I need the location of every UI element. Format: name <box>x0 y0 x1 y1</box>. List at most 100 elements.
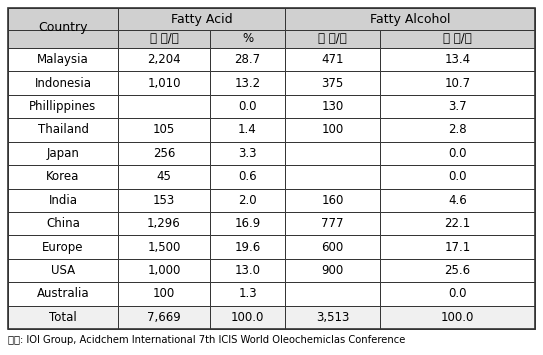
Bar <box>8 71 118 95</box>
Text: %: % <box>242 33 253 45</box>
Text: 0.0: 0.0 <box>449 170 467 183</box>
Text: 0.0: 0.0 <box>449 288 467 300</box>
Text: Total: Total <box>49 311 77 324</box>
Text: 자료: IOI Group, Acidchem International 7th ICIS World Oleochemiclas Conference: 자료: IOI Group, Acidchem International 7t… <box>8 335 406 345</box>
Text: 0.0: 0.0 <box>449 147 467 160</box>
Bar <box>8 8 118 48</box>
Text: Korea: Korea <box>46 170 80 183</box>
Bar <box>210 95 285 118</box>
Bar <box>8 189 118 212</box>
Bar <box>285 306 380 329</box>
Bar <box>118 8 285 30</box>
Bar <box>380 306 535 329</box>
Text: 256: 256 <box>153 147 175 160</box>
Bar <box>380 142 535 165</box>
Text: Europe: Europe <box>42 241 84 253</box>
Bar <box>8 212 118 235</box>
Text: 3,513: 3,513 <box>316 311 349 324</box>
Text: 1,500: 1,500 <box>147 241 181 253</box>
Bar <box>118 212 210 235</box>
Text: 1,000: 1,000 <box>147 264 181 277</box>
Bar <box>210 212 285 235</box>
Bar <box>210 259 285 282</box>
Text: 28.7: 28.7 <box>235 53 261 66</box>
Text: 45: 45 <box>156 170 172 183</box>
Bar <box>118 306 210 329</box>
Bar <box>118 30 210 48</box>
Text: Phillippines: Phillippines <box>29 100 97 113</box>
Bar <box>118 282 210 306</box>
Bar <box>118 48 210 71</box>
Text: 13.2: 13.2 <box>235 77 261 89</box>
Bar <box>285 235 380 259</box>
Text: Fatty Alcohol: Fatty Alcohol <box>370 12 450 26</box>
Text: 1,010: 1,010 <box>147 77 181 89</box>
Bar <box>118 118 210 142</box>
Bar <box>8 95 118 118</box>
Text: Fatty Acid: Fatty Acid <box>171 12 232 26</box>
Bar <box>380 118 535 142</box>
Text: 1.4: 1.4 <box>238 124 257 136</box>
Bar <box>8 48 118 71</box>
Bar <box>118 189 210 212</box>
Text: 2,204: 2,204 <box>147 53 181 66</box>
Text: 천 톤/년: 천 톤/년 <box>443 33 472 45</box>
Text: USA: USA <box>51 264 75 277</box>
Bar <box>285 48 380 71</box>
Text: 13.4: 13.4 <box>444 53 471 66</box>
Bar <box>380 259 535 282</box>
Text: Japan: Japan <box>47 147 79 160</box>
Bar <box>285 165 380 189</box>
Text: China: China <box>46 217 80 230</box>
Text: 3.7: 3.7 <box>448 100 467 113</box>
Text: 777: 777 <box>321 217 344 230</box>
Bar <box>285 95 380 118</box>
Text: Malaysia: Malaysia <box>37 53 89 66</box>
Text: India: India <box>48 194 78 207</box>
Text: 900: 900 <box>321 264 344 277</box>
Text: 13.0: 13.0 <box>235 264 261 277</box>
Bar <box>380 71 535 95</box>
Text: 22.1: 22.1 <box>444 217 471 230</box>
Text: 105: 105 <box>153 124 175 136</box>
Text: 25.6: 25.6 <box>444 264 471 277</box>
Bar <box>380 165 535 189</box>
Bar <box>285 118 380 142</box>
Bar <box>8 118 118 142</box>
Text: 600: 600 <box>321 241 344 253</box>
Bar <box>285 30 380 48</box>
Text: 130: 130 <box>321 100 344 113</box>
Text: 100.0: 100.0 <box>441 311 474 324</box>
Bar <box>210 165 285 189</box>
Bar <box>118 71 210 95</box>
Text: 19.6: 19.6 <box>235 241 261 253</box>
Text: 16.9: 16.9 <box>235 217 261 230</box>
Text: Australia: Australia <box>37 288 89 300</box>
Bar <box>285 71 380 95</box>
Bar <box>380 30 535 48</box>
Bar <box>118 165 210 189</box>
Text: 4.6: 4.6 <box>448 194 467 207</box>
Bar <box>210 118 285 142</box>
Text: 3.3: 3.3 <box>238 147 257 160</box>
Bar <box>210 306 285 329</box>
Bar <box>380 235 535 259</box>
Bar <box>380 282 535 306</box>
Text: 1,296: 1,296 <box>147 217 181 230</box>
Bar <box>8 165 118 189</box>
Bar <box>118 95 210 118</box>
Text: 17.1: 17.1 <box>444 241 471 253</box>
Text: Country: Country <box>38 22 88 34</box>
Bar <box>210 282 285 306</box>
Bar <box>285 259 380 282</box>
Text: 10.7: 10.7 <box>444 77 471 89</box>
Text: Thailand: Thailand <box>37 124 89 136</box>
Bar <box>210 30 285 48</box>
Bar <box>118 235 210 259</box>
Bar <box>8 235 118 259</box>
Bar <box>285 189 380 212</box>
Text: 100: 100 <box>153 288 175 300</box>
Bar <box>285 282 380 306</box>
Bar <box>380 189 535 212</box>
Bar <box>285 212 380 235</box>
